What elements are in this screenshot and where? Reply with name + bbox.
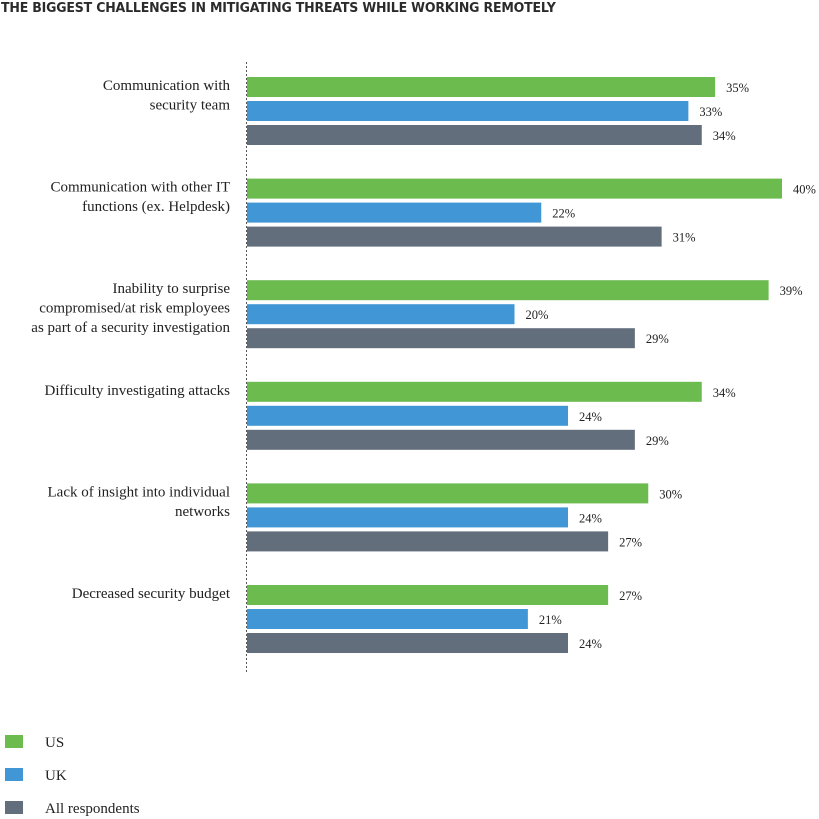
data-label: 30%: [659, 487, 682, 501]
bar-uk: [247, 609, 528, 629]
bar-all-respondents: [247, 328, 635, 349]
data-label: 34%: [713, 129, 736, 143]
bar-all-respondents: [247, 226, 662, 247]
data-label: 24%: [579, 410, 602, 424]
category-label: compromised/at risk employees: [39, 301, 230, 317]
data-label: 27%: [619, 535, 642, 549]
category-label: Communication with other IT: [50, 180, 230, 196]
data-label: 35%: [726, 81, 749, 95]
data-label: 29%: [646, 332, 669, 346]
legend-swatch: [5, 768, 23, 781]
bar-us: [247, 280, 769, 301]
data-label: 33%: [699, 105, 722, 119]
data-label: 40%: [793, 183, 816, 197]
bar-us: [247, 585, 609, 605]
bar-us: [247, 77, 716, 97]
legend-swatch: [5, 735, 23, 748]
bar-uk: [247, 101, 689, 121]
data-label: 22%: [552, 207, 575, 221]
data-label: 39%: [780, 284, 803, 298]
category-label: Decreased security budget: [72, 586, 231, 602]
category-label: Inability to surprise: [113, 281, 231, 297]
bar-us: [247, 381, 702, 402]
data-label: 21%: [539, 613, 562, 627]
category-label: as part of a security investigation: [31, 320, 230, 336]
category-label: security team: [150, 98, 231, 114]
category-label: Lack of insight into individual: [48, 484, 230, 500]
legend-label: UK: [45, 768, 67, 784]
legend-swatch: [5, 801, 23, 814]
bar-all-respondents: [247, 429, 635, 450]
bar-us: [247, 178, 782, 199]
legend-label: US: [45, 735, 64, 751]
category-label: functions (ex. Helpdesk): [82, 199, 230, 215]
category-label: Difficulty investigating attacks: [44, 383, 230, 399]
data-label: 29%: [646, 434, 669, 448]
bar-uk: [247, 304, 515, 325]
data-label: 34%: [713, 386, 736, 400]
data-label: 24%: [579, 511, 602, 525]
bar-uk: [247, 405, 568, 426]
data-label: 31%: [673, 231, 696, 245]
category-label: Communication with: [103, 78, 231, 94]
bar-all-respondents: [247, 633, 568, 653]
data-label: 20%: [526, 308, 549, 322]
bar-all-respondents: [247, 125, 702, 145]
bar-uk: [247, 202, 542, 223]
data-label: 24%: [579, 637, 602, 651]
legend-label: All respondents: [45, 801, 140, 817]
bar-uk: [247, 507, 568, 528]
data-label: 27%: [619, 589, 642, 603]
chart-title: THE BIGGEST CHALLENGES IN MITIGATING THR…: [1, 0, 556, 16]
bar-us: [247, 483, 649, 504]
bar-all-respondents: [247, 531, 609, 552]
category-label: networks: [175, 504, 230, 520]
